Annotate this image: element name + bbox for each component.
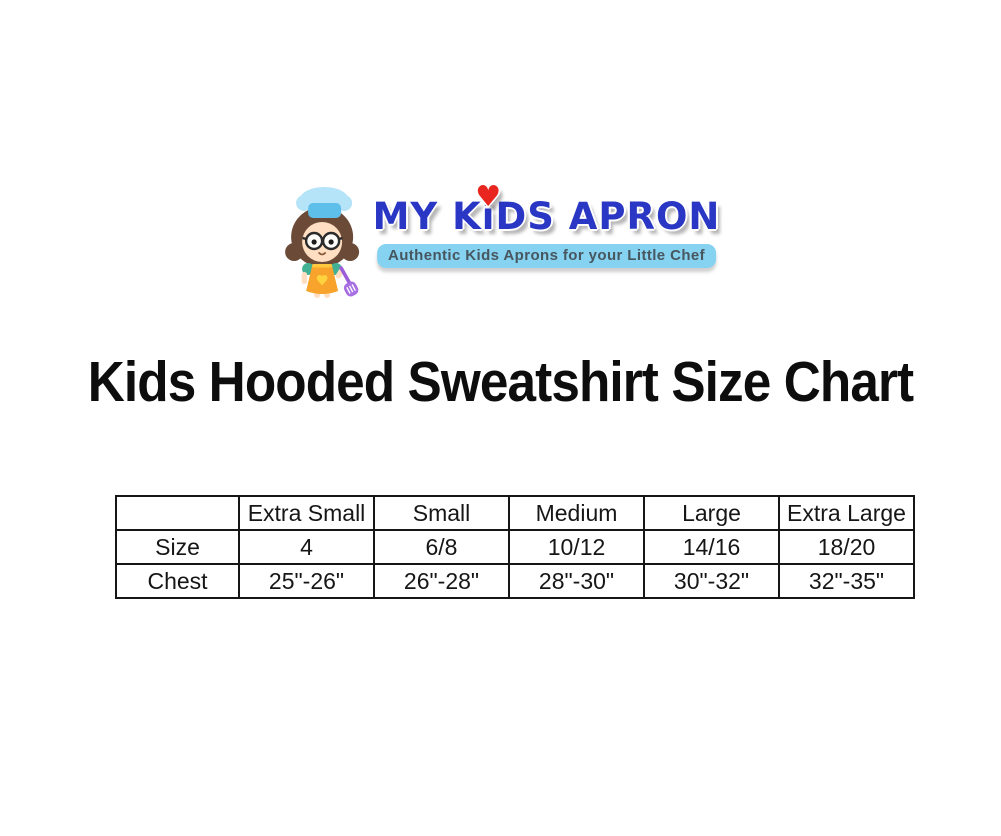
chest-small: 26"-28" — [373, 563, 510, 599]
size-large: 14/16 — [643, 529, 780, 565]
chef-hat-icon — [295, 187, 352, 218]
size-extra-small: 4 — [238, 529, 375, 565]
corner-cell — [115, 495, 240, 531]
brand-name: MY K ♥ iDS APRON — [372, 179, 721, 239]
brand-prefix: MY K — [372, 195, 482, 238]
table-row-chest: Chest 25"-26" 26"-28" 28"-30" 30"-32" 32… — [115, 563, 915, 599]
heart-icon: ♥ — [475, 179, 503, 214]
table-row-size: Size 4 6/8 10/12 14/16 18/20 — [115, 529, 915, 565]
col-header-small: Small — [373, 495, 510, 531]
size-chart-table: Extra Small Small Medium Large Extra Lar… — [115, 495, 915, 599]
chef-girl-mascot-icon — [284, 187, 359, 298]
col-header-large: Large — [643, 495, 780, 531]
col-header-extra-small: Extra Small — [238, 495, 375, 531]
col-header-extra-large: Extra Large — [778, 495, 915, 531]
brand-tagline: Authentic Kids Aprons for your Little Ch… — [376, 243, 717, 268]
row-label-chest: Chest — [115, 563, 240, 599]
chest-extra-small: 25"-26" — [238, 563, 375, 599]
row-label-size: Size — [115, 529, 240, 565]
page-title: Kids Hooded Sweatshirt Size Chart — [87, 350, 914, 414]
size-medium: 10/12 — [508, 529, 645, 565]
brand-logo: MY K ♥ iDS APRON Authentic Kids Aprons for… — [281, 179, 721, 300]
apron-heart-icon — [316, 275, 328, 286]
chest-large: 30"-32" — [643, 563, 780, 599]
size-small: 6/8 — [373, 529, 510, 565]
size-extra-large: 18/20 — [778, 529, 915, 565]
chest-extra-large: 32"-35" — [778, 563, 915, 599]
brand-text-block: MY K ♥ iDS APRON Authentic Kids Aprons for… — [372, 179, 721, 268]
chest-medium: 28"-30" — [508, 563, 645, 599]
spatula-icon — [338, 266, 358, 297]
apron-icon — [305, 264, 338, 294]
brand-suffix: DS APRON — [495, 195, 721, 238]
brand-letter-i: ♥ i — [475, 179, 503, 238]
mascot-smile — [317, 252, 326, 256]
col-header-medium: Medium — [508, 495, 645, 531]
table-header-row: Extra Small Small Medium Large Extra Lar… — [115, 495, 915, 531]
